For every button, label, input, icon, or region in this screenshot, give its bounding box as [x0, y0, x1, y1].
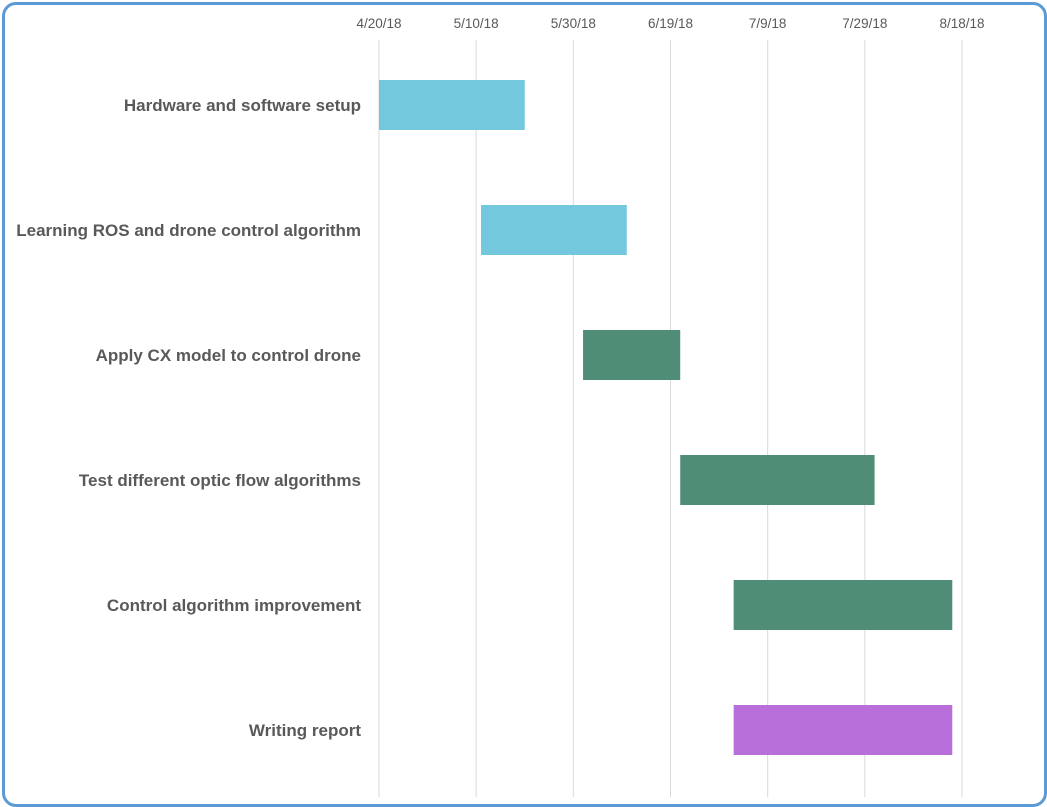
task-label: Writing report	[249, 721, 361, 740]
task-label: Test different optic flow algorithms	[79, 471, 361, 490]
task-bar	[733, 580, 953, 630]
x-tick-label: 5/10/18	[454, 16, 499, 31]
task-bar	[680, 455, 875, 505]
task-bar	[379, 80, 525, 130]
task-labels: Hardware and software setup Learning ROS …	[16, 96, 361, 740]
x-tick-label: 4/20/18	[356, 16, 401, 31]
gridlines	[378, 40, 963, 797]
task-bar	[733, 705, 953, 755]
x-tick-label: 7/29/18	[842, 16, 887, 31]
x-tick-label: 8/18/18	[939, 16, 984, 31]
x-tick-label: 6/19/18	[648, 16, 693, 31]
x-axis-ticks: 4/20/18 5/10/18 5/30/18 6/19/18 7/9/18 7/29/1…	[356, 16, 984, 31]
task-bar	[481, 205, 627, 255]
task-bar	[583, 330, 681, 380]
task-label: Apply CX model to control drone	[96, 346, 361, 365]
task-label: Control algorithm improvement	[107, 596, 361, 615]
task-label: Hardware and software setup	[124, 96, 361, 115]
x-tick-label: 5/30/18	[551, 16, 596, 31]
task-bars	[379, 80, 953, 755]
task-label: Learning ROS and drone control algorithm	[16, 221, 361, 240]
x-tick-label: 7/9/18	[749, 16, 787, 31]
